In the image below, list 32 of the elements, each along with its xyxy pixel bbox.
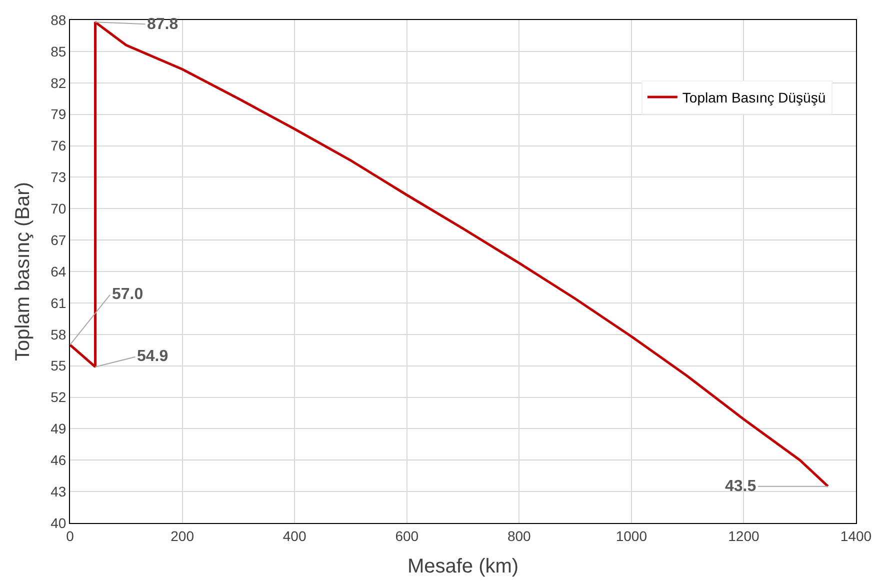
y-tick-label: 79	[50, 106, 66, 122]
x-axis-title: Mesafe (km)	[407, 555, 519, 578]
y-tick-label: 46	[50, 452, 66, 468]
y-tick-label: 64	[50, 263, 66, 280]
annotation: 57.0	[112, 286, 144, 303]
y-tick-label: 67	[50, 232, 66, 248]
y-tick-label: 61	[50, 294, 66, 311]
y-axis-title: Toplam basınç (Bar)	[12, 182, 34, 361]
y-tick-label: 55	[50, 358, 66, 374]
x-tick-label: 1000	[616, 528, 648, 544]
x-tick-label: 600	[395, 528, 419, 544]
y-tick-label: 40	[50, 514, 66, 531]
legend-label: Toplam Basınç Düşüşü	[682, 89, 826, 106]
y-tick-label: 82	[50, 74, 66, 91]
annotation: 54.9	[137, 348, 168, 365]
x-tick-label: 0	[66, 528, 74, 544]
y-tick-label: 85	[50, 43, 66, 60]
x-tick-label: 1400	[840, 528, 872, 544]
y-tick-label: 73	[50, 169, 66, 186]
x-tick-label: 800	[507, 528, 532, 544]
y-tick-label: 70	[50, 200, 66, 217]
y-tick-label: 76	[50, 138, 66, 154]
y-tick-label: 43	[50, 483, 66, 500]
annotation: 87.8	[147, 16, 178, 33]
y-tick-label: 88	[50, 12, 66, 28]
x-tick-label: 400	[282, 528, 306, 544]
annotation: 43.5	[725, 478, 756, 495]
y-tick-label: 58	[50, 326, 66, 342]
x-tick-label: 200	[170, 528, 194, 544]
y-tick-label: 52	[50, 389, 66, 406]
x-tick-label: 1200	[728, 528, 760, 544]
y-tick-label: 49	[50, 420, 66, 437]
